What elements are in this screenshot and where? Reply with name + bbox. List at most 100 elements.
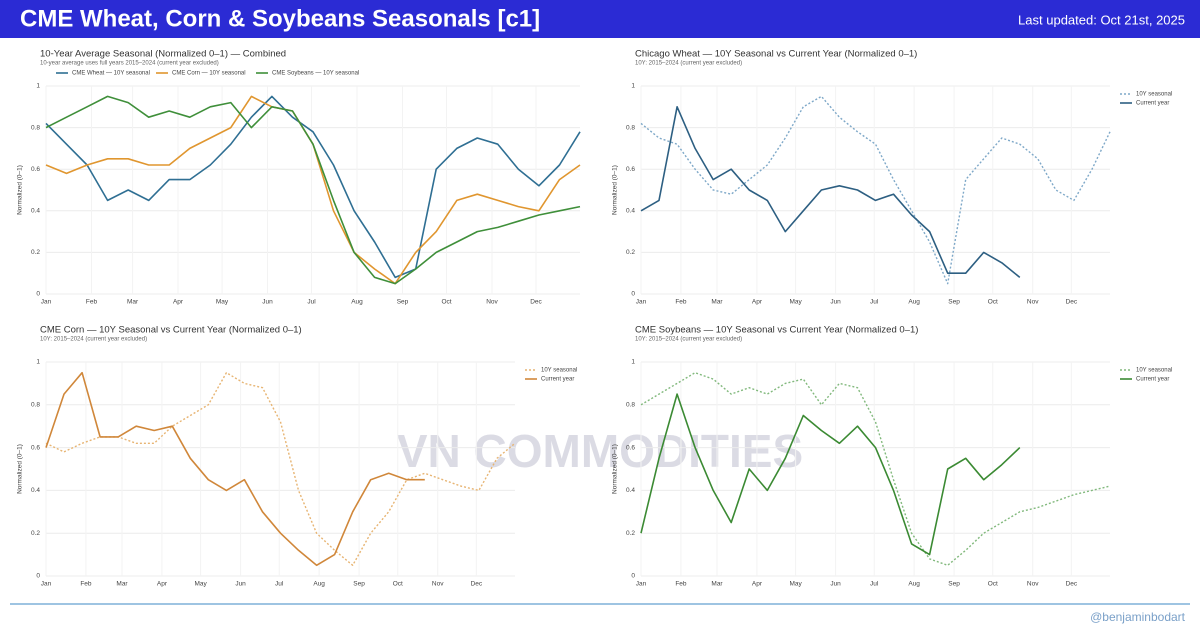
x-tick-label: Aug [908,299,920,306]
watermark: VN COMMODITIES [397,425,803,477]
x-tick-label: Aug [351,299,363,306]
y-axis-title: Normalized (0–1) [17,165,24,215]
chart-panel: CME Corn — 10Y Seasonal vs Current Year … [17,325,578,588]
x-tick-label: Sep [353,581,365,588]
x-tick-label: Aug [313,581,325,588]
y-tick-label: 1 [36,359,40,366]
legend-label: Current year [1136,101,1169,107]
y-tick-label: 0.6 [31,166,40,173]
chart-subtitle: 10-year average uses full years 2015–202… [40,61,219,67]
x-tick-label: Jan [636,299,647,306]
series-line [640,95,1111,285]
x-tick-label: Feb [80,581,92,588]
y-tick-label: 0 [36,291,40,298]
legend-label: CME Wheat — 10Y seasonal [72,71,150,77]
legend-label: 10Y seasonal [541,368,577,374]
footer-handle: @benjaminbodart [1090,610,1186,624]
x-tick-label: Apr [173,299,184,306]
chart-subtitle: 10Y: 2015–2024 (current year excluded) [635,337,742,343]
x-tick-label: Mar [127,299,139,306]
x-tick-label: Oct [988,299,998,306]
x-tick-label: Dec [1066,581,1078,588]
y-tick-label: 0.4 [31,487,40,494]
x-tick-label: May [216,299,229,306]
chart-title: CME Soybeans — 10Y Seasonal vs Current Y… [635,325,918,336]
last-updated: Last updated: Oct 21st, 2025 [1018,12,1185,27]
legend-label: CME Soybeans — 10Y seasonal [272,71,359,77]
x-tick-label: Mar [116,581,128,588]
chart-subtitle: 10Y: 2015–2024 (current year excluded) [40,337,147,343]
header-title: CME Wheat, Corn & Soybeans Seasonals [c1… [20,5,540,32]
x-tick-label: Mar [711,581,723,588]
y-tick-label: 0.8 [31,124,40,131]
x-tick-label: Nov [486,299,498,306]
x-tick-label: Jan [636,581,647,588]
chart-title: 10-Year Average Seasonal (Normalized 0–1… [40,49,286,60]
y-tick-label: 0.8 [626,124,635,131]
series-line [640,106,1021,279]
chart-panel: CME Soybeans — 10Y Seasonal vs Current Y… [612,325,1173,588]
chart-title: CME Corn — 10Y Seasonal vs Current Year … [40,325,302,336]
x-tick-label: Nov [1027,581,1039,588]
y-tick-label: 1 [631,83,635,90]
x-tick-label: Jun [262,299,273,306]
series-line [640,393,1021,556]
x-tick-label: Jul [870,581,879,588]
chart-subtitle: 10Y: 2015–2024 (current year excluded) [635,61,742,67]
x-tick-label: Mar [711,299,723,306]
x-tick-label: Nov [432,581,444,588]
y-tick-label: 0 [631,291,635,298]
y-tick-label: 0.4 [626,208,635,215]
y-tick-label: 0.6 [626,166,635,173]
x-tick-label: Nov [1027,299,1039,306]
y-tick-label: 0.8 [626,402,635,409]
y-tick-label: 0.2 [31,530,40,537]
x-tick-label: Feb [675,299,687,306]
x-tick-label: Jul [307,299,316,306]
x-tick-label: Jun [830,299,841,306]
x-tick-label: Oct [441,299,451,306]
header-bar [0,0,1200,38]
y-axis-title: Normalized (0–1) [612,165,619,215]
chart-panel: Chicago Wheat — 10Y Seasonal vs Current … [612,49,1173,306]
x-tick-label: Dec [1066,299,1078,306]
x-tick-label: Sep [397,299,409,306]
x-tick-label: Jan [41,581,52,588]
y-tick-label: 0.6 [31,444,40,451]
y-tick-label: 0 [631,573,635,580]
y-tick-label: 0.6 [626,444,635,451]
y-tick-label: 0.8 [31,402,40,409]
x-tick-label: Apr [157,581,168,588]
x-tick-label: Dec [471,581,483,588]
x-tick-label: Jul [870,299,879,306]
chart-panel: 10-Year Average Seasonal (Normalized 0–1… [17,49,581,306]
x-tick-label: Jan [41,299,52,306]
series-line [45,95,581,279]
y-tick-label: 0.4 [31,208,40,215]
series-line [45,95,581,285]
x-tick-label: Aug [908,581,920,588]
y-axis-title: Normalized (0–1) [17,444,24,494]
legend-label: 10Y seasonal [1136,368,1172,374]
series-line [640,372,1111,566]
x-tick-label: Jul [275,581,284,588]
x-tick-label: Apr [752,581,763,588]
y-tick-label: 0 [36,573,40,580]
x-tick-label: Dec [530,299,542,306]
x-tick-label: Jun [235,581,246,588]
chart-title: Chicago Wheat — 10Y Seasonal vs Current … [635,49,917,60]
legend-label: CME Corn — 10Y seasonal [172,71,246,77]
y-tick-label: 1 [631,359,635,366]
legend-label: Current year [1136,377,1169,383]
y-tick-label: 1 [36,83,40,90]
y-tick-label: 0.2 [626,249,635,256]
x-tick-label: May [789,299,802,306]
x-tick-label: Oct [393,581,403,588]
x-tick-label: Apr [752,299,763,306]
y-tick-label: 0.4 [626,487,635,494]
x-tick-label: May [194,581,207,588]
series-line [45,372,516,566]
y-tick-label: 0.2 [31,249,40,256]
x-tick-label: Oct [988,581,998,588]
